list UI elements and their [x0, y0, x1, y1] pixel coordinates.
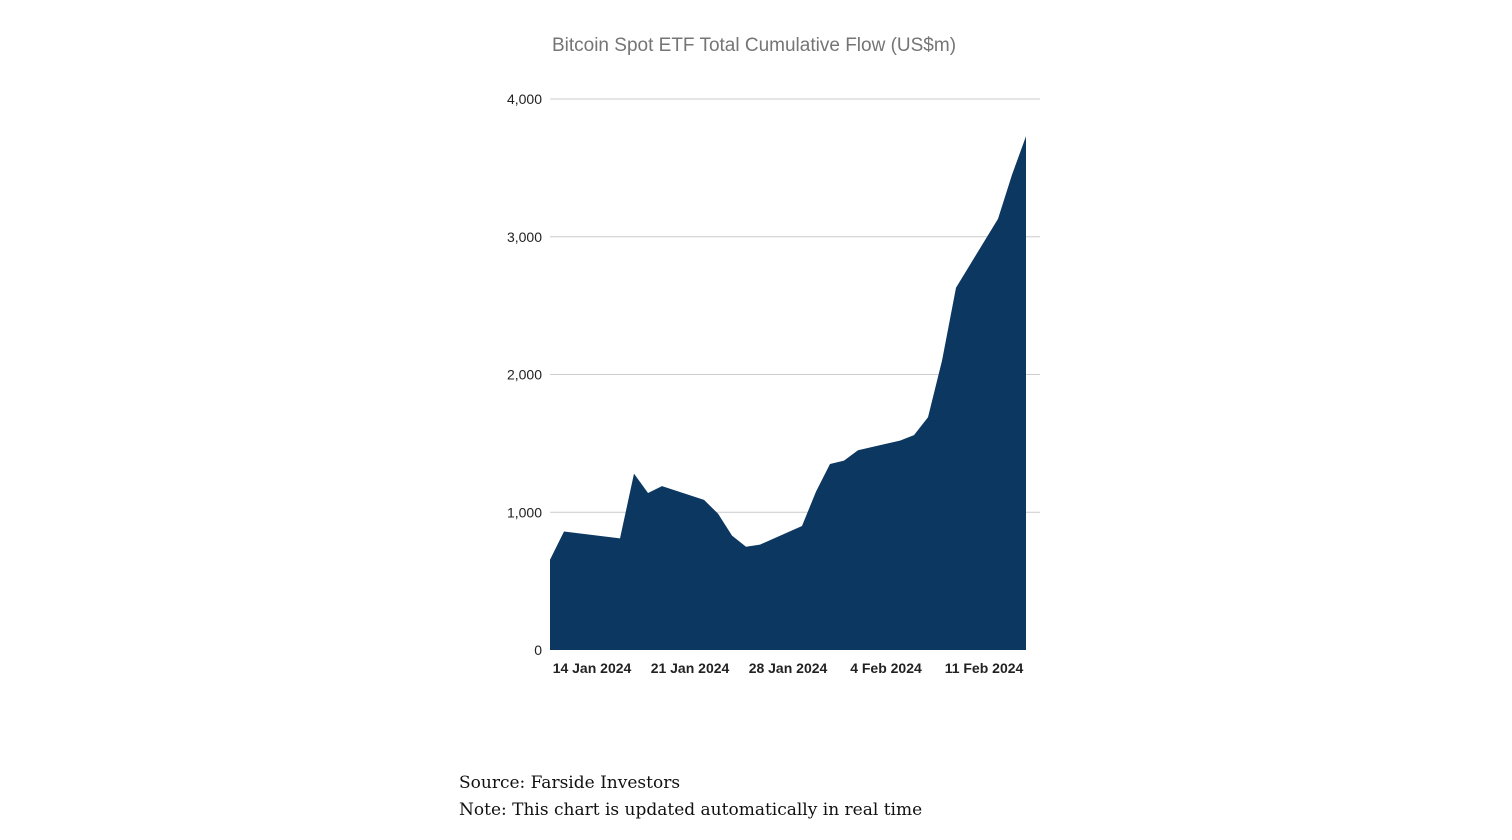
x-tick-label: 28 Jan 2024: [749, 660, 828, 676]
x-axis: 14 Jan 2024 21 Jan 2024 28 Jan 2024 4 Feb 2…: [553, 660, 1024, 676]
y-tick-label: 2,000: [507, 367, 542, 383]
y-axis: 0 1,000 2,000 3,000 4,000: [507, 91, 542, 658]
y-tick-label: 3,000: [507, 229, 542, 245]
update-note: Note: This chart is updated automaticall…: [459, 800, 923, 820]
x-tick-label: 14 Jan 2024: [553, 660, 632, 676]
footnotes: Source: Farside Investors Note: This cha…: [459, 770, 922, 824]
x-tick-label: 21 Jan 2024: [651, 660, 730, 676]
chart-title: Bitcoin Spot ETF Total Cumulative Flow (…: [552, 35, 956, 56]
x-tick-label: 4 Feb 2024: [850, 660, 922, 676]
y-tick-label: 4,000: [507, 91, 542, 107]
x-tick-label: 11 Feb 2024: [945, 660, 1024, 676]
area-chart: Bitcoin Spot ETF Total Cumulative Flow (…: [507, 35, 1040, 676]
y-tick-label: 0: [534, 642, 542, 658]
source-note: Source: Farside Investors: [459, 773, 681, 793]
area-series-cumulative-flow: [550, 136, 1026, 650]
chart-container: Bitcoin Spot ETF Total Cumulative Flow (…: [507, 35, 1040, 676]
y-tick-label: 1,000: [507, 504, 542, 520]
area-layer: [549, 136, 1027, 650]
